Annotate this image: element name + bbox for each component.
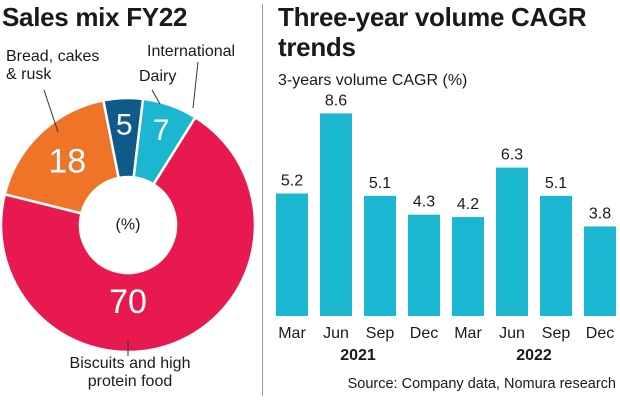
cagr-panel: Three-year volume CAGR trends 3-years vo…: [272, 0, 620, 400]
pie-label-bread-cakes-rusk: Bread, cakes & rusk: [6, 48, 100, 83]
pie-slice: [0, 115, 257, 354]
x-tick-label: Mar: [454, 325, 482, 342]
pie-value-label: 5: [116, 109, 133, 142]
bar-value-label: 6.3: [501, 147, 523, 164]
x-tick-label: Dec: [586, 325, 614, 342]
pie-value-label: 18: [48, 142, 86, 180]
x-tick-label: Sep: [366, 325, 395, 342]
bar-value-label: 5.1: [545, 175, 567, 192]
pie-label-international: International: [147, 43, 236, 60]
bar-title: Three-year volume CAGR trends: [278, 2, 587, 62]
pie-center-label: (%): [116, 217, 141, 234]
bar: [540, 195, 572, 316]
leader-line: [192, 61, 199, 109]
x-tick-label: Sep: [542, 325, 571, 342]
pie-slice: [3, 98, 121, 215]
x-tick-label: Jun: [499, 325, 525, 342]
pie-label-biscuits: Biscuits and high protein food: [69, 355, 191, 390]
bar: [276, 193, 308, 316]
panel-divider: [262, 4, 263, 396]
pie-label-dairy: Dairy: [139, 68, 177, 85]
bar: [584, 226, 616, 316]
bar: [452, 217, 484, 316]
pie-value-label: 70: [109, 283, 147, 321]
bar: [320, 113, 352, 316]
bar: [408, 214, 440, 316]
bar-subtitle: 3-years volume CAGR (%): [278, 72, 468, 89]
pie-title: Sales mix FY22: [2, 2, 188, 32]
pie-value-label: 7: [153, 114, 170, 147]
bar-value-label: 3.8: [589, 205, 611, 222]
x-tick-label: Mar: [278, 325, 306, 342]
bar-value-label: 4.2: [457, 196, 479, 213]
bar-value-label: 8.6: [325, 92, 347, 109]
leader-line: [43, 89, 59, 133]
bar-chart: 5.2 Mar 8.6 Jun 5.1 Sep 4.3 Dec 4.2 Mar 6.3 Jun 5.1 S…: [276, 92, 616, 364]
leader-line: [151, 89, 161, 105]
x-tick-label: Dec: [410, 325, 438, 342]
bar: [496, 167, 528, 316]
year-group-label: 2022: [516, 347, 552, 364]
bar-value-label: 5.2: [281, 173, 303, 190]
bar-value-label: 5.1: [369, 175, 391, 192]
bar: [364, 195, 396, 316]
source-note: Source: Company data, Nomura research: [347, 376, 616, 392]
sales-mix-panel: Sales mix FY22 Bread, cakes & rusk Inter…: [0, 0, 258, 400]
pie-chart: 70 18 5 7 (%): [0, 61, 257, 356]
year-group-label: 2021: [340, 347, 376, 364]
bar-value-label: 4.3: [413, 194, 435, 211]
x-tick-label: Jun: [323, 325, 349, 342]
